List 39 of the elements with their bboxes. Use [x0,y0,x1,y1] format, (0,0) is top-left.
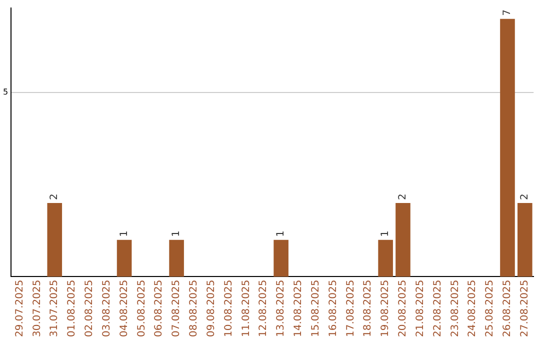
x-tick-label: 11.08.2025 [240,280,252,338]
x-tick-label: 20.08.2025 [398,280,409,338]
x-tick-label: 16.08.2025 [328,280,339,338]
x-tick-label: 13.08.2025 [276,280,287,338]
data-label: 2 [398,194,409,200]
x-tick-label: 26.08.2025 [502,280,514,338]
x-tick-label: 10.08.2025 [223,280,234,338]
data-label: 2 [519,194,530,200]
x-tick-label: 31.07.2025 [49,280,60,338]
x-tick-label: 19.08.2025 [380,280,392,338]
x-tick-label: 08.08.2025 [188,280,200,338]
y-tick-label: 5 [2,88,8,97]
data-label: 1 [276,230,287,237]
x-tick-label: 02.08.2025 [84,280,96,338]
x-tick-label: 12.08.2025 [258,280,270,338]
x-tick-label: 21.08.2025 [414,280,426,338]
x-tick-label: 06.08.2025 [154,280,165,338]
x-tick-label: 05.08.2025 [136,280,148,338]
x-tick-label: 09.08.2025 [206,280,217,338]
x-tick-label: 30.07.2025 [32,280,43,338]
x-tick-label: 27.08.2025 [519,280,530,338]
data-label: 2 [49,194,60,200]
x-tick-label: 15.08.2025 [310,280,322,338]
x-tick-label: 14.08.2025 [293,280,304,338]
x-tick-label: 29.07.2025 [14,280,26,338]
x-tick-label: 24.08.2025 [467,280,478,338]
x-tick-label: 18.08.2025 [362,280,374,338]
data-label: 7 [502,9,514,16]
x-tick-label: 07.08.2025 [171,280,182,338]
x-tick-label: 03.08.2025 [101,280,112,338]
x-tick-label: 01.08.2025 [66,280,78,338]
x-tick-label: 04.08.2025 [118,280,130,338]
x-tick-label: 17.08.2025 [345,280,356,338]
x-tick-label: 25.08.2025 [484,280,496,338]
data-label: 1 [118,230,130,237]
data-label: 1 [380,230,392,237]
x-tick-label: 22.08.2025 [432,280,444,338]
x-tick-label: 23.08.2025 [450,280,461,338]
data-label: 1 [171,230,182,237]
